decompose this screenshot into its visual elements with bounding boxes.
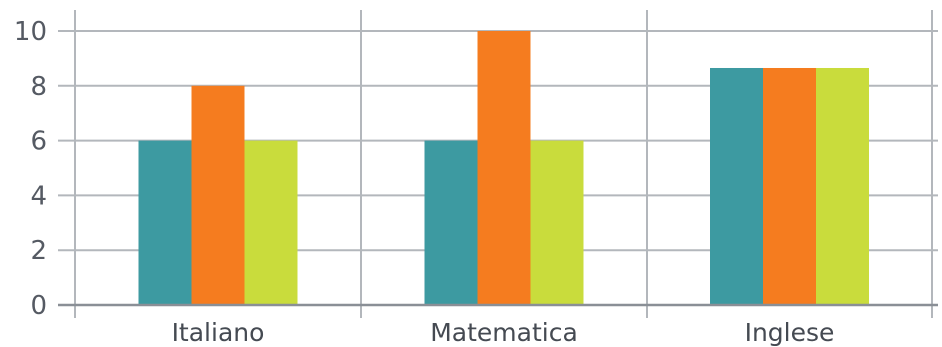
bar-matematica-series-3 — [530, 140, 584, 305]
y-tick-label-8: 8 — [30, 72, 47, 102]
x-category-label-inglese: Inglese — [745, 318, 835, 347]
y-tick-labels: 0 2 4 6 8 10 — [14, 17, 47, 321]
bar-italiano-series-1 — [138, 140, 192, 305]
y-tick-label-10: 10 — [14, 17, 47, 47]
bar-matematica-series-1 — [424, 140, 478, 305]
y-tick-label-2: 2 — [30, 236, 47, 266]
x-category-label-italiano: Italiano — [172, 318, 265, 347]
x-category-labels: Italiano Matematica Inglese — [172, 318, 835, 347]
y-tick-label-6: 6 — [30, 127, 47, 157]
bar-italiano-series-3 — [244, 140, 298, 305]
bars — [138, 31, 869, 306]
y-tick-label-4: 4 — [30, 181, 47, 211]
y-tick-label-0: 0 — [30, 291, 47, 321]
bar-inglese-series-1 — [710, 67, 763, 306]
bar-inglese-series-3 — [816, 67, 869, 306]
bar-matematica-series-2 — [477, 31, 531, 305]
bar-italiano-series-2 — [191, 85, 245, 305]
x-category-label-matematica: Matematica — [430, 318, 578, 347]
bar-inglese-series-2 — [763, 67, 816, 306]
